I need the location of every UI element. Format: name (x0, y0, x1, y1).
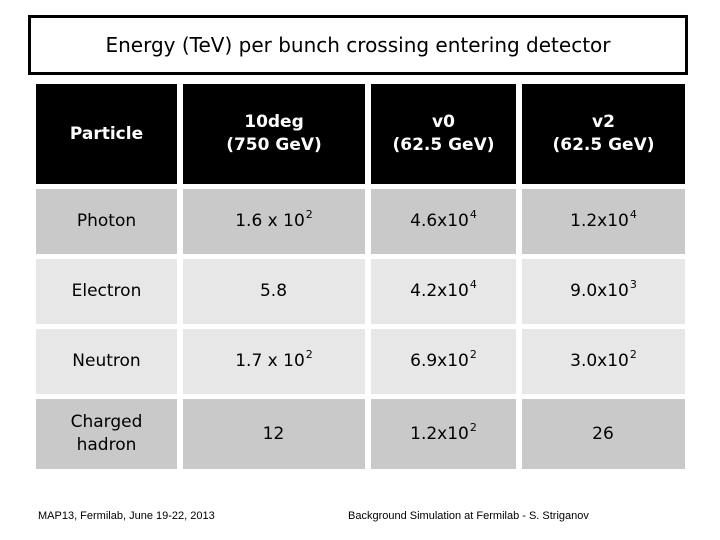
exponent: 2 (305, 348, 313, 361)
exponent: 4 (469, 278, 477, 291)
column-header-line1: v0 (432, 112, 455, 132)
cell-value: 4.2x10 4 (410, 278, 477, 301)
energy-table: Particle 10deg (750 GeV) v0 (62.5 GeV) v… (36, 84, 685, 469)
slide-title-box: Energy (TeV) per bunch crossing entering… (28, 15, 688, 75)
footer-conference: MAP13, Fermilab, June 19-22, 2013 (38, 510, 215, 522)
row-electron-label: Electron (36, 259, 177, 324)
column-header-10deg: 10deg (750 GeV) (183, 84, 365, 184)
cell-value: 5.8 (259, 281, 288, 301)
exponent: 3 (629, 278, 637, 291)
table-cell-electron-v0: 4.2x10 4 (371, 259, 516, 324)
table-cell-electron-10deg: 5.8 (183, 259, 365, 324)
cell-value: 26 (592, 423, 614, 444)
cell-value: 6.9x10 2 (410, 348, 477, 371)
table-cell-neutron-10deg: 1.7 x 10 2 (183, 329, 365, 394)
cell-value: 1.2x10 4 (570, 208, 637, 231)
exponent: 4 (469, 208, 477, 221)
row-charged-hadron-label: Charged hadron (36, 399, 177, 469)
column-header-v0: v0 (62.5 GeV) (371, 84, 516, 184)
footer-attribution: Background Simulation at Fermilab - S. S… (348, 510, 589, 522)
exponent: 2 (469, 420, 477, 434)
column-header-v2: v2 (62.5 GeV) (522, 84, 685, 184)
table-cell-charged-hadron-v0: 1.2x10 2 (371, 399, 516, 469)
cell-value: 4.6x10 4 (410, 208, 477, 231)
exponent: 2 (469, 348, 477, 361)
table-cell-photon-v0: 4.6x10 4 (371, 189, 516, 254)
row-neutron-label: Neutron (36, 329, 177, 394)
column-header-line1: v2 (592, 112, 615, 132)
exponent: 2 (629, 348, 637, 361)
column-header-particle: Particle (36, 84, 177, 184)
cell-value: 1.6 x 10 2 (235, 208, 313, 231)
cell-value: 3.0x10 2 (570, 348, 637, 371)
table-cell-photon-v2: 1.2x10 4 (522, 189, 685, 254)
slide-title: Energy (TeV) per bunch crossing entering… (105, 33, 611, 57)
table-cell-neutron-v2: 3.0x10 2 (522, 329, 685, 394)
cell-value: 12 (262, 423, 285, 444)
table-cell-neutron-v0: 6.9x10 2 (371, 329, 516, 394)
column-header-line2: (62.5 GeV) (392, 135, 495, 155)
table-cell-photon-10deg: 1.6 x 10 2 (183, 189, 365, 254)
exponent: 4 (629, 208, 637, 221)
table-cell-electron-v2: 9.0x10 3 (522, 259, 685, 324)
column-header-line2: (750 GeV) (226, 135, 322, 155)
cell-value: 1.2x10 2 (410, 420, 477, 444)
exponent: 2 (305, 208, 313, 221)
cell-value: 9.0x10 3 (570, 278, 637, 301)
column-header-line2: (62.5 GeV) (552, 135, 655, 155)
table-cell-charged-hadron-10deg: 12 (183, 399, 365, 469)
cell-value: 1.7 x 10 2 (235, 348, 313, 371)
table-cell-charged-hadron-v2: 26 (522, 399, 685, 469)
column-header-line1: Particle (69, 123, 144, 144)
column-header-line1: 10deg (244, 112, 304, 132)
row-photon-label: Photon (36, 189, 177, 254)
